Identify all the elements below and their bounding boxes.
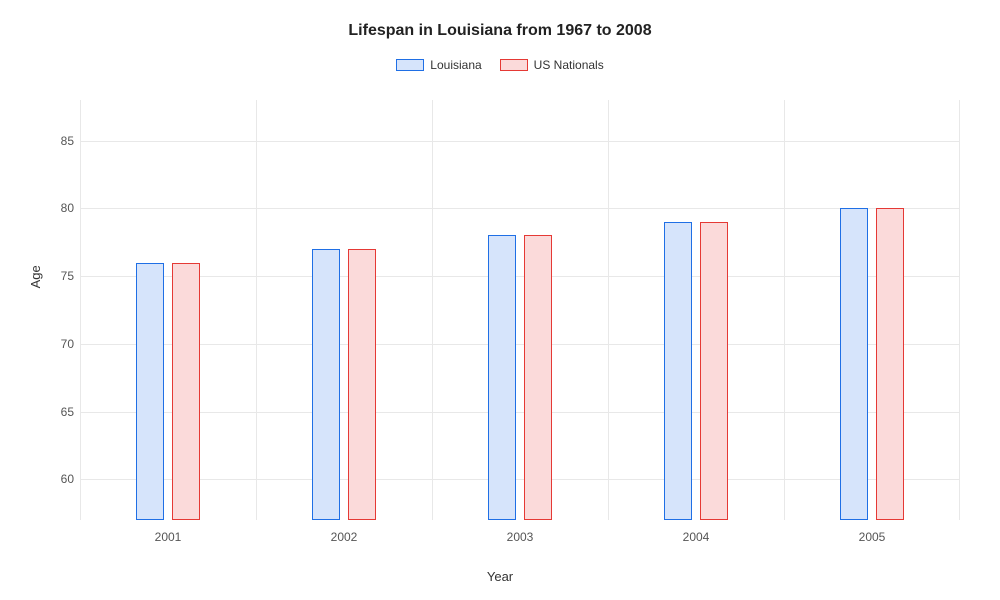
bar xyxy=(488,235,516,520)
gridline-v xyxy=(608,100,609,520)
legend-item-louisiana: Louisiana xyxy=(396,58,481,72)
gridline-h xyxy=(80,412,960,413)
legend-item-us-nationals: US Nationals xyxy=(500,58,604,72)
x-tick-label: 2002 xyxy=(331,530,358,544)
gridline-h xyxy=(80,344,960,345)
bar xyxy=(840,208,868,520)
x-tick-label: 2003 xyxy=(507,530,534,544)
gridline-v xyxy=(256,100,257,520)
gridline-v xyxy=(432,100,433,520)
bar xyxy=(876,208,904,520)
bar xyxy=(136,263,164,520)
legend: Louisiana US Nationals xyxy=(0,58,1000,72)
gridline-h xyxy=(80,208,960,209)
y-tick-label: 70 xyxy=(44,337,74,351)
x-tick-label: 2005 xyxy=(859,530,886,544)
y-tick-label: 85 xyxy=(44,134,74,148)
x-tick-label: 2004 xyxy=(683,530,710,544)
y-tick-label: 65 xyxy=(44,405,74,419)
bar xyxy=(524,235,552,520)
bar xyxy=(348,249,376,520)
gridline-h xyxy=(80,141,960,142)
chart-container: Lifespan in Louisiana from 1967 to 2008 … xyxy=(0,0,1000,600)
y-tick-label: 60 xyxy=(44,472,74,486)
legend-label-louisiana: Louisiana xyxy=(430,58,481,72)
y-axis-label: Age xyxy=(28,265,43,288)
gridline-v xyxy=(80,100,81,520)
bar xyxy=(172,263,200,520)
x-tick-label: 2001 xyxy=(155,530,182,544)
gridline-v xyxy=(959,100,960,520)
plot-area: 60657075808520012002200320042005 xyxy=(80,100,960,520)
chart-title: Lifespan in Louisiana from 1967 to 2008 xyxy=(0,0,1000,40)
bar xyxy=(700,222,728,520)
legend-swatch-louisiana xyxy=(396,59,424,71)
gridline-h xyxy=(80,276,960,277)
bar xyxy=(664,222,692,520)
gridline-v xyxy=(784,100,785,520)
bar xyxy=(312,249,340,520)
legend-swatch-us-nationals xyxy=(500,59,528,71)
y-tick-label: 75 xyxy=(44,269,74,283)
gridline-h xyxy=(80,479,960,480)
y-tick-label: 80 xyxy=(44,201,74,215)
x-axis-label: Year xyxy=(0,569,1000,584)
legend-label-us-nationals: US Nationals xyxy=(534,58,604,72)
